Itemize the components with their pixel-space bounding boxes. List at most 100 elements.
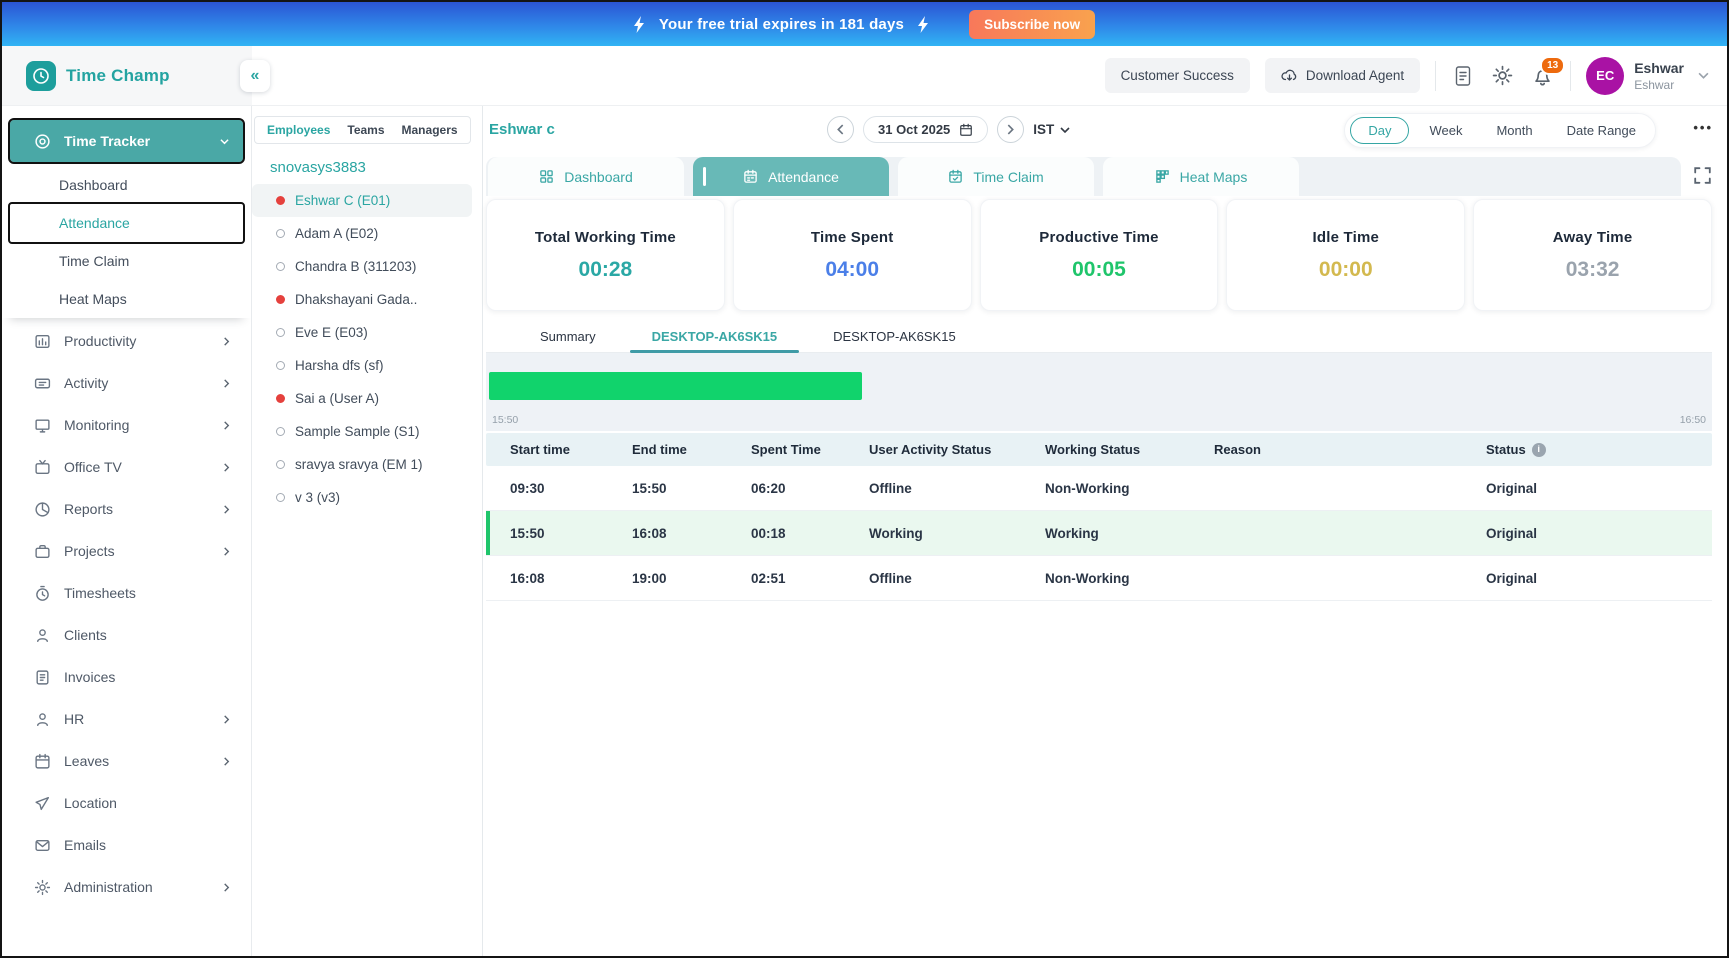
employee-panel-tab[interactable]: Teams (347, 123, 384, 137)
person-icon (34, 627, 51, 644)
sidebar-item-time-claim[interactable]: Time Claim (2, 242, 251, 280)
employee-panel-tab[interactable]: Employees (267, 123, 330, 137)
table-row[interactable]: 09:30 15:50 06:20 Offline Non-Working Or… (486, 466, 1712, 511)
machine-tab[interactable]: DESKTOP-AK6SK15 (624, 320, 805, 352)
sidebar-item-location[interactable]: Location (2, 782, 251, 824)
stat-cards: Total Working Time 00:28 Time Spent 04:0… (486, 199, 1712, 311)
employee-panel: Employees Teams Managers snovasys3883 Es… (252, 106, 483, 956)
employee-status-dot (276, 394, 285, 403)
view-mode-button[interactable]: Day (1350, 117, 1409, 144)
tab-heat-maps[interactable]: Heat Maps (1103, 157, 1299, 196)
employee-name: Sai a (User A) (295, 391, 379, 406)
brand-name: Time Champ (66, 66, 170, 86)
employee-panel-tab[interactable]: Managers (402, 123, 458, 137)
employee-list-item[interactable]: Dhakshayani Gada.. (252, 283, 472, 316)
trial-message: Your free trial expires in 181 days (659, 16, 904, 33)
timeline-chart: 15:50 16:50 (486, 353, 1712, 431)
date-controls: 31 Oct 2025 IST (827, 116, 1070, 143)
stat-card: Total Working Time 00:28 (486, 199, 725, 311)
stat-card-value: 00:05 (1072, 258, 1126, 282)
cell-status: Original (1486, 526, 1712, 541)
view-mode-button[interactable]: Week (1415, 117, 1476, 144)
chevron-right-icon (222, 715, 231, 724)
download-agent-button[interactable]: Download Agent (1265, 58, 1420, 93)
date-picker[interactable]: 31 Oct 2025 (863, 116, 988, 143)
employee-name: Chandra B (311203) (295, 259, 416, 274)
employee-list-item[interactable]: Eve E (E03) (252, 316, 472, 349)
divider (1435, 61, 1436, 91)
sidebar-item-invoices[interactable]: Invoices (2, 656, 251, 698)
tab-attendance[interactable]: Attendance (693, 157, 889, 196)
info-icon[interactable]: i (1532, 443, 1546, 457)
employee-list-item[interactable]: Sai a (User A) (252, 382, 472, 415)
employee-list-item[interactable]: sravya sravya (EM 1) (252, 448, 472, 481)
settings-gear-icon[interactable] (1490, 63, 1515, 88)
notes-icon[interactable] (1451, 63, 1475, 89)
tab-time-claim[interactable]: Time Claim (898, 157, 1094, 196)
col-working-status: Working Status (1045, 442, 1214, 457)
next-day-button[interactable] (997, 116, 1024, 143)
table-row[interactable]: 16:08 19:00 02:51 Offline Non-Working Or… (486, 556, 1712, 601)
avatar: EC (1586, 57, 1624, 95)
sidebar-item-attendance[interactable]: Attendance (10, 204, 243, 242)
sidebar-item-time-tracker[interactable]: Time Tracker (10, 120, 243, 162)
machine-tab[interactable]: DESKTOP-AK6SK15 (805, 320, 984, 352)
sidebar-item-administration[interactable]: Administration (2, 866, 251, 908)
sidebar-item-productivity[interactable]: Productivity (2, 320, 251, 362)
sidebar-item-clients[interactable]: Clients (2, 614, 251, 656)
sidebar-item-hr[interactable]: HR (2, 698, 251, 740)
chevron-right-icon (222, 463, 231, 472)
employee-status-dot (276, 328, 285, 337)
sidebar-item-projects[interactable]: Projects (2, 530, 251, 572)
view-mode-button[interactable]: Date Range (1553, 117, 1650, 144)
sidebar-item-office-tv[interactable]: Office TV (2, 446, 251, 488)
employee-list-item[interactable]: Chandra B (311203) (252, 250, 472, 283)
customer-success-button[interactable]: Customer Success (1105, 58, 1250, 93)
employee-list-item[interactable]: Sample Sample (S1) (252, 415, 472, 448)
sidebar-item-reports[interactable]: Reports (2, 488, 251, 530)
sidebar-collapse-button[interactable]: « (240, 60, 270, 92)
employee-list-item[interactable]: v 3 (v3) (252, 481, 472, 514)
sidebar-item-monitoring[interactable]: Monitoring (2, 404, 251, 446)
cell-end-time: 16:08 (632, 526, 751, 541)
table-row[interactable]: 15:50 16:08 00:18 Working Working Origin… (486, 511, 1712, 556)
sidebar-item-emails[interactable]: Emails (2, 824, 251, 866)
time-claim-calendar-icon (948, 169, 963, 184)
employee-list-item[interactable]: Eshwar C (E01) (252, 184, 472, 217)
sidebar-item-leaves[interactable]: Leaves (2, 740, 251, 782)
employee-group-title: snovasys3883 (270, 159, 482, 176)
cell-user-activity-status: Offline (869, 571, 1045, 586)
brand-zone: Time Champ (2, 46, 252, 105)
more-options-button[interactable]: ••• (1693, 120, 1713, 135)
view-mode-button[interactable]: Month (1482, 117, 1546, 144)
employee-name: Adam A (E02) (295, 226, 378, 241)
briefcase-icon (34, 543, 51, 560)
machine-tab[interactable]: Summary (512, 320, 624, 352)
stat-card-label: Idle Time (1313, 229, 1380, 246)
col-user-activity-status: User Activity Status (869, 442, 1045, 457)
user-role: Eshwar (1634, 78, 1684, 92)
stat-card-value: 00:00 (1319, 258, 1373, 282)
employee-name: Dhakshayani Gada.. (295, 292, 417, 307)
sidebar-item-heat-maps[interactable]: Heat Maps (2, 280, 251, 318)
stat-card-label: Time Spent (811, 229, 894, 246)
sidebar-item-dashboard[interactable]: Dashboard (2, 166, 251, 204)
subscribe-now-button[interactable]: Subscribe now (969, 10, 1095, 39)
tab-dashboard[interactable]: Dashboard (488, 157, 684, 196)
cell-status: Original (1486, 571, 1712, 586)
cell-spent-time: 02:51 (751, 571, 869, 586)
notifications-bell-icon[interactable]: 13 (1530, 63, 1555, 89)
sidebar-item-activity[interactable]: Activity (2, 362, 251, 404)
sidebar-item-timesheets[interactable]: Timesheets (2, 572, 251, 614)
user-menu[interactable]: EC Eshwar Eshwar (1586, 57, 1709, 95)
cell-user-activity-status: Working (869, 526, 1045, 541)
employee-name: Eshwar C (E01) (295, 193, 390, 208)
chevron-left-icon (837, 124, 844, 135)
previous-day-button[interactable] (827, 116, 854, 143)
fullscreen-icon[interactable] (1694, 167, 1711, 184)
main-tabstrip: Dashboard Attendance Time Claim Heat Map… (486, 157, 1727, 196)
employee-list-item[interactable]: Harsha dfs (sf) (252, 349, 472, 382)
employee-list-item[interactable]: Adam A (E02) (252, 217, 472, 250)
chevron-right-icon (222, 883, 231, 892)
timezone-select[interactable]: IST (1033, 122, 1070, 137)
